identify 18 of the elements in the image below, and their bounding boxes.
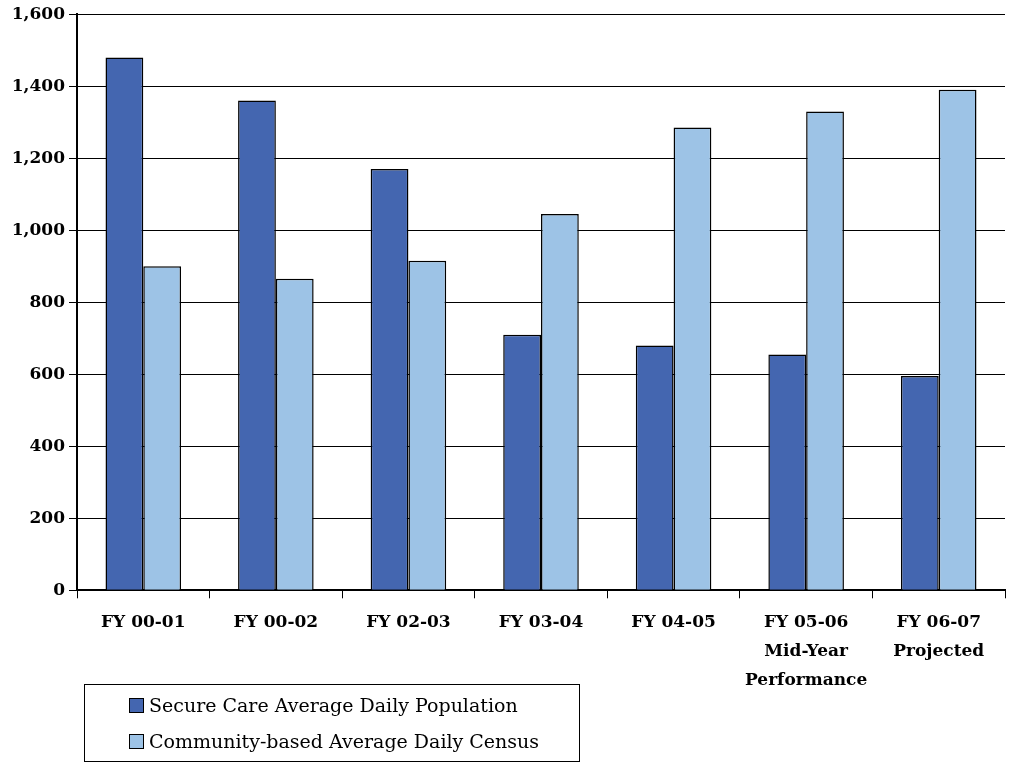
legend-label: Secure Care Average Daily Population xyxy=(149,693,518,719)
legend-label: Community-based Average Daily Census xyxy=(149,729,540,755)
y-tick-label: 200 xyxy=(29,506,66,527)
x-tick-label: FY 05-06 Mid-Year Performance xyxy=(745,611,868,689)
x-tick-label: FY 04-05 xyxy=(631,611,716,632)
y-tick-label: 1,200 xyxy=(11,146,66,167)
y-tick-label: 1,400 xyxy=(11,74,66,95)
y-tick-label: 800 xyxy=(29,290,66,311)
y-tick-label: 0 xyxy=(53,578,66,599)
x-tick-label: FY 03-04 xyxy=(498,611,584,632)
x-tick-label: FY 02-03 xyxy=(366,611,451,632)
y-tick-label: 600 xyxy=(29,362,66,383)
x-tick-label: FY 06-07 Projected xyxy=(893,611,985,661)
x-tick-label: FY 00-01 xyxy=(101,611,186,632)
x-tick-label: FY 00-02 xyxy=(233,611,319,632)
y-tick-label: 1,000 xyxy=(11,218,66,239)
y-tick-label: 1,600 xyxy=(11,2,66,23)
y-tick-label: 400 xyxy=(29,434,66,455)
